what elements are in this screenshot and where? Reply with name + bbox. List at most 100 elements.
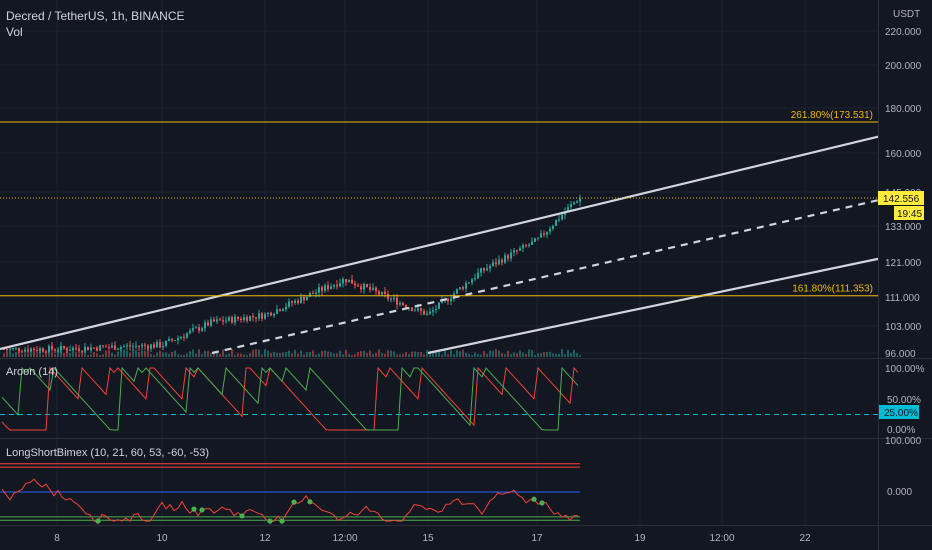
volume-bar (102, 354, 104, 357)
volume-bar (318, 353, 320, 357)
volume-bar (144, 350, 146, 357)
volume-bar (114, 354, 116, 357)
candle-body (120, 347, 122, 349)
countdown-box (894, 206, 924, 220)
time-axis[interactable]: 8 10 12 12:00 15 17 19 12:00 22 (54, 533, 811, 544)
volume-bar (57, 349, 59, 357)
volume-bar (75, 352, 77, 357)
candle-body (201, 328, 203, 331)
volume-bar (150, 353, 152, 357)
volume-bar (39, 351, 41, 357)
volume-bar (234, 354, 236, 357)
candle-body (465, 283, 467, 289)
volume-bar (372, 353, 374, 357)
candle-body (210, 319, 212, 326)
aroon-pane (0, 366, 878, 431)
volume-bar (126, 350, 128, 357)
volume-bar (504, 354, 506, 357)
candle-body (432, 310, 434, 312)
symbol-title[interactable]: Decred / TetherUS, 1h, BINANCE (6, 9, 185, 23)
volume-bar (357, 352, 359, 357)
candle-body (300, 296, 302, 303)
volume-bar (384, 353, 386, 357)
volume-bar (9, 350, 11, 357)
candle-body (165, 340, 167, 346)
candle-body (216, 319, 218, 322)
candle-body (423, 310, 425, 315)
candle-body (243, 317, 245, 320)
candle-body (381, 291, 383, 295)
candle-body (492, 262, 494, 267)
bimex-pane (0, 463, 580, 524)
candle-body (255, 317, 257, 319)
volume-bar (306, 352, 308, 357)
candle-body (186, 333, 188, 338)
volume-bar (561, 349, 563, 357)
time-tick-5: 17 (531, 533, 543, 544)
fib-lines[interactable]: 261.80%(173.531) 161.80%(111.353) (0, 110, 878, 297)
candle-body (498, 259, 500, 265)
candle-body (438, 302, 440, 309)
volume-bar (456, 350, 458, 357)
candle-body (156, 342, 158, 348)
volume-bar (141, 350, 143, 357)
volume-label[interactable]: Vol (6, 25, 23, 39)
aroon-level-tag (879, 405, 919, 419)
volume-bar (33, 349, 35, 357)
volume-bar (516, 353, 518, 357)
volume-bar (156, 352, 158, 357)
candle-body (270, 312, 272, 316)
candle-body (384, 291, 386, 294)
candle-body (357, 285, 359, 287)
bimex-title[interactable]: LongShortBimex (10, 21, 60, 53, -60, -53… (6, 447, 209, 459)
time-tick-4: 15 (422, 533, 434, 544)
candle-body (525, 245, 527, 247)
volume-bar (174, 350, 176, 357)
volume-bar (66, 350, 68, 357)
channel-line-middle[interactable] (211, 199, 879, 355)
volume-bar (414, 351, 416, 357)
candle-body (420, 308, 422, 311)
candle-body (555, 220, 557, 226)
volume-bar (93, 352, 95, 357)
candle-body (93, 347, 95, 349)
candle-body (318, 287, 320, 293)
candle-body (150, 344, 152, 349)
aroon-down-line (1, 366, 579, 431)
volume-bar (291, 353, 293, 357)
candle-body (291, 301, 293, 303)
candle-body (114, 345, 116, 350)
aroon-title[interactable]: Aroon (14) (6, 366, 58, 378)
channel-line-upper[interactable] (0, 135, 879, 351)
trend-channel[interactable] (0, 135, 879, 355)
candle-body (54, 349, 56, 351)
volume-bar (267, 350, 269, 357)
volume-bar (99, 354, 101, 357)
volume-bar (30, 350, 32, 357)
candle-body (348, 279, 350, 283)
countdown-value: 19:45 (897, 209, 922, 220)
candle-body (294, 300, 296, 303)
aroon-tick-0: 0.00% (887, 425, 915, 436)
candle-body (345, 279, 347, 283)
volume-bar (27, 353, 29, 357)
volume-bar (312, 350, 314, 357)
volume-bar (84, 350, 86, 357)
volume-bar (168, 354, 170, 357)
candle-body (192, 328, 194, 331)
volume-bar (486, 353, 488, 357)
volume-bar (15, 352, 17, 357)
candle-body (105, 346, 107, 348)
candle-body (75, 347, 77, 349)
volume-bar (225, 354, 227, 357)
volume-bar (327, 351, 329, 357)
volume-bar (510, 354, 512, 357)
volume-bar (351, 354, 353, 357)
candle-body (507, 255, 509, 259)
candle-body (177, 337, 179, 341)
candle-body (138, 345, 140, 347)
candle-body (252, 316, 254, 318)
channel-line-lower[interactable] (427, 257, 879, 355)
